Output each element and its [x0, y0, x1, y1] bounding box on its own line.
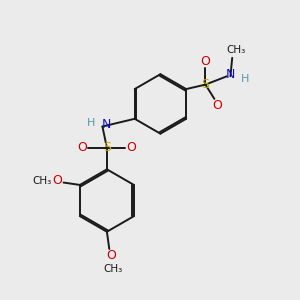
Text: CH₃: CH₃: [226, 44, 245, 55]
Text: H: H: [241, 74, 249, 84]
Text: CH₃: CH₃: [103, 264, 122, 274]
Text: O: O: [106, 249, 116, 262]
Text: O: O: [127, 141, 136, 154]
Text: O: O: [77, 141, 87, 154]
Text: S: S: [103, 141, 111, 154]
Text: CH₃: CH₃: [32, 176, 52, 186]
Text: H: H: [87, 118, 95, 128]
Text: S: S: [202, 78, 209, 91]
Text: N: N: [102, 118, 112, 130]
Text: O: O: [212, 99, 222, 112]
Text: O: O: [52, 174, 62, 187]
Text: O: O: [200, 55, 210, 68]
Text: N: N: [226, 68, 235, 81]
